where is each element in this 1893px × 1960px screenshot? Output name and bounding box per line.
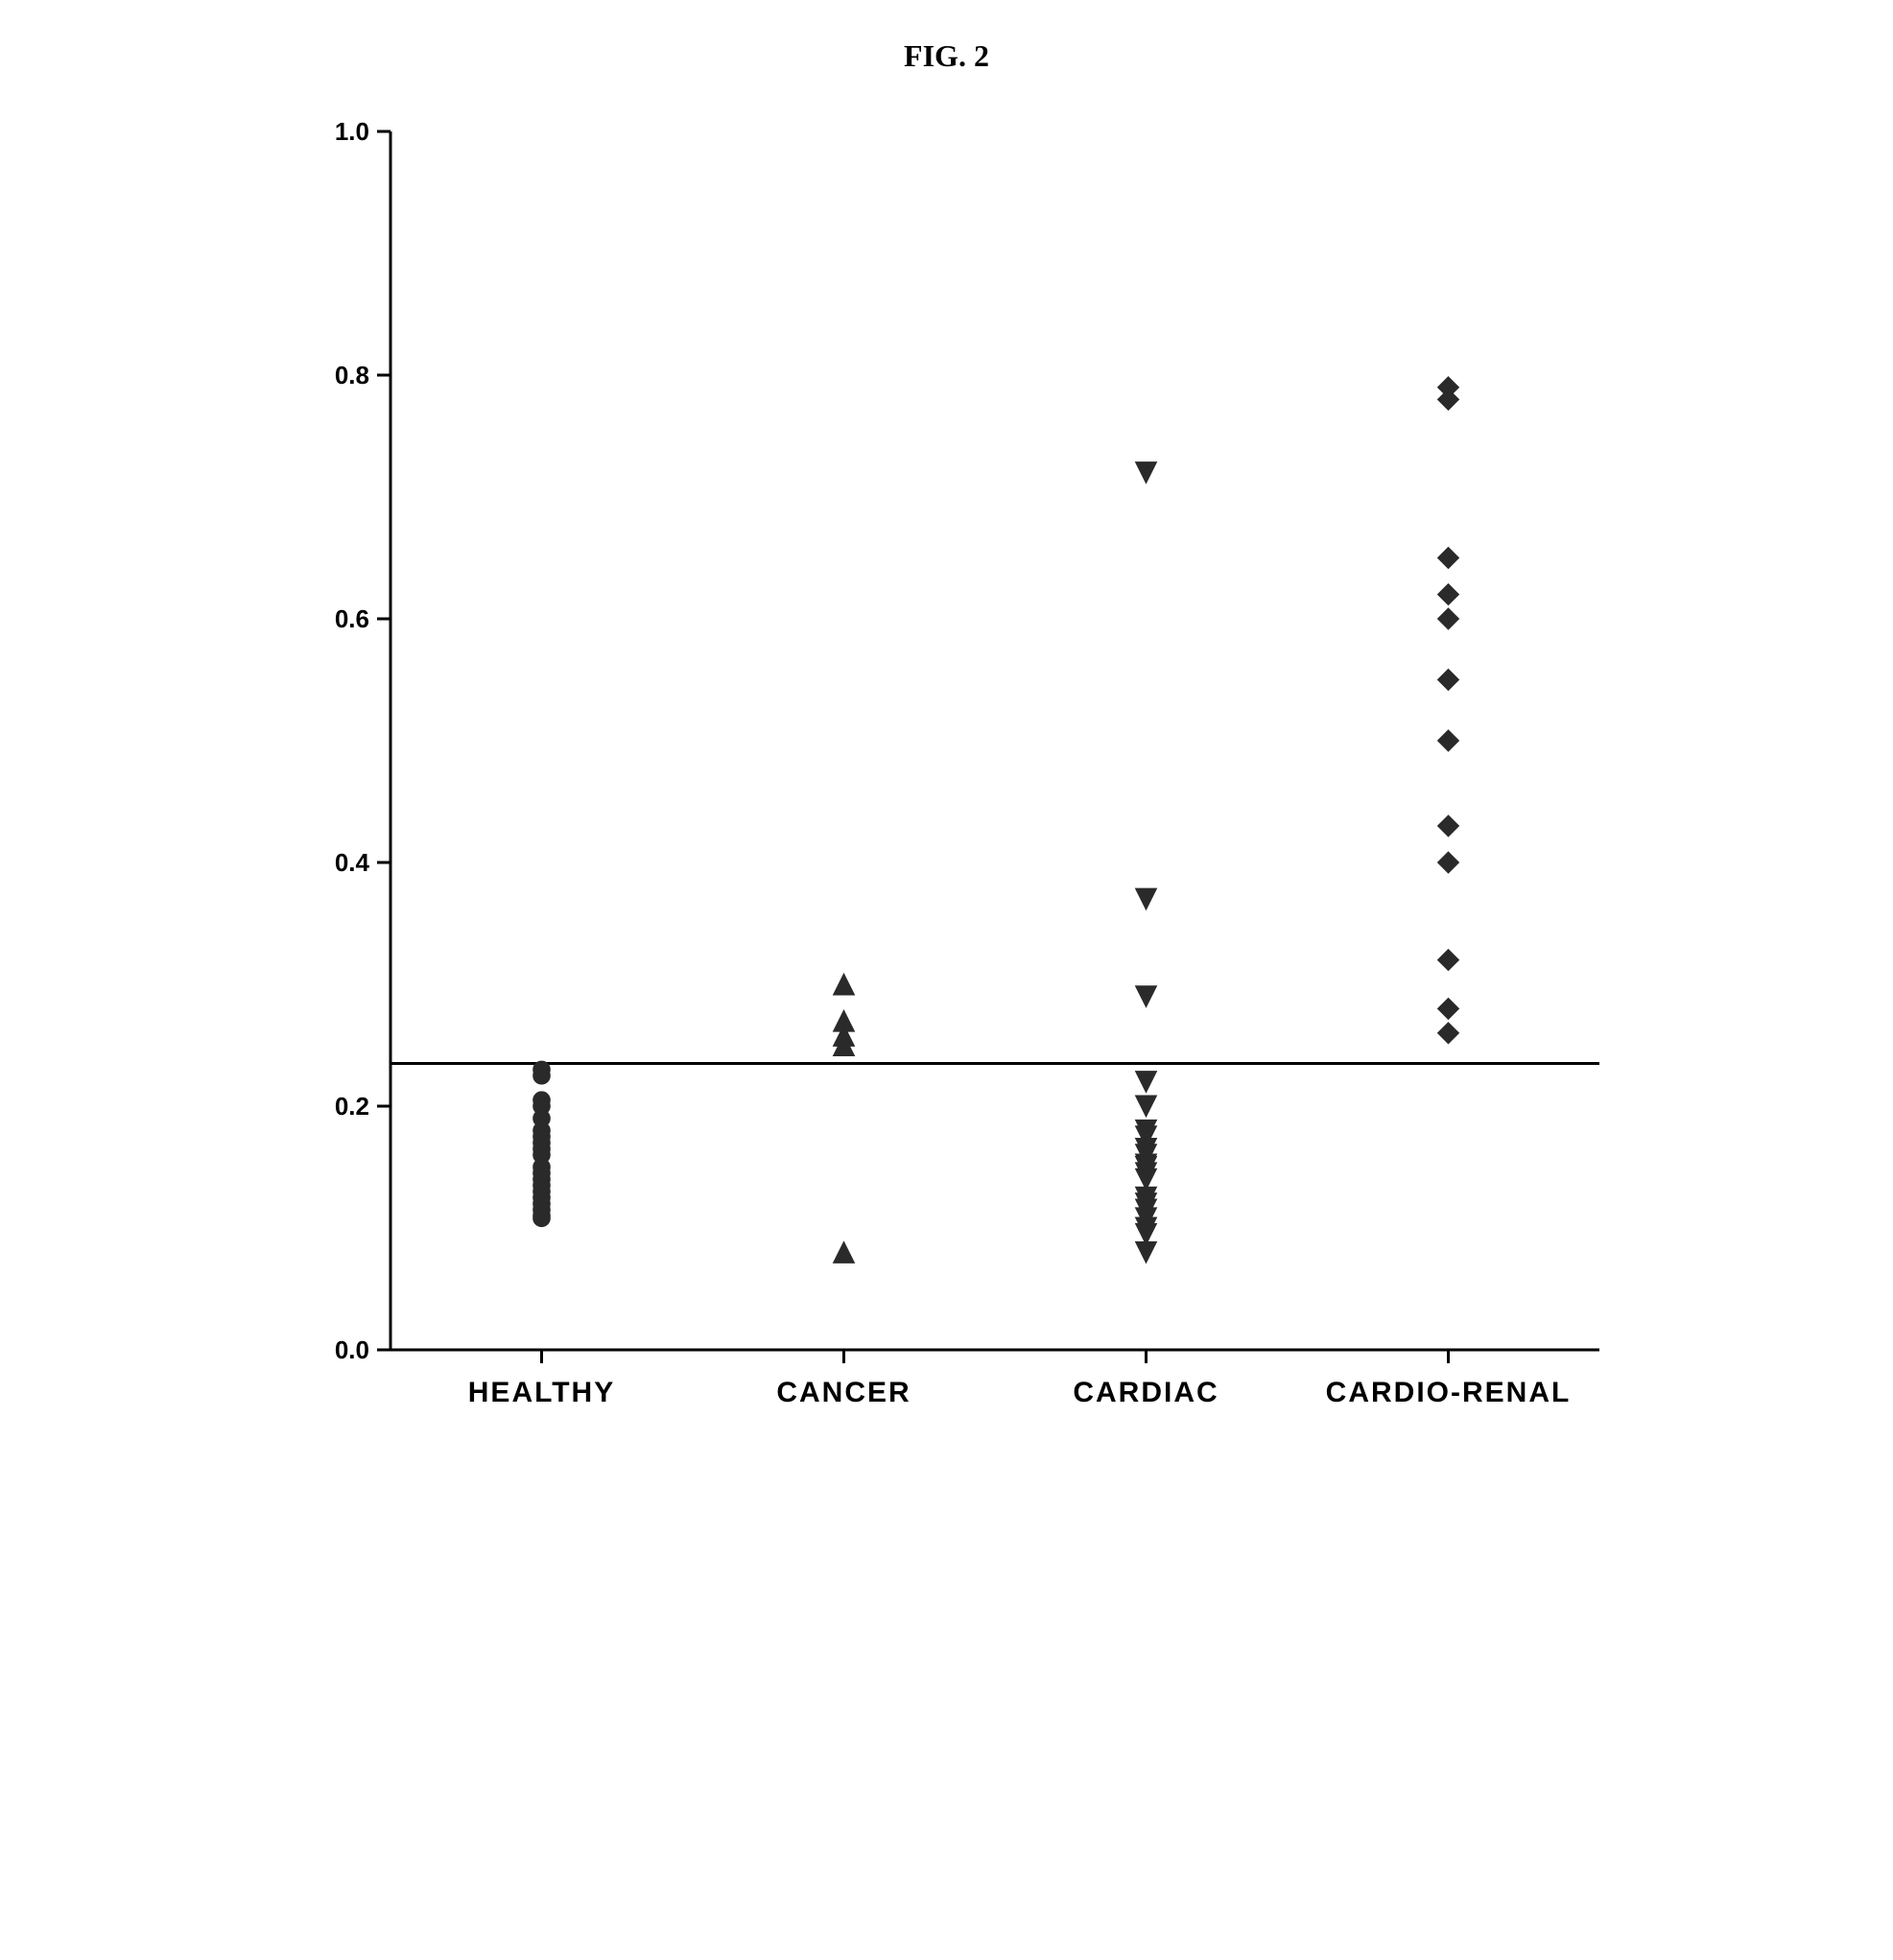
data-point (1135, 1072, 1156, 1093)
x-category-label: HEALTHY (467, 1377, 614, 1408)
data-point (532, 1067, 550, 1084)
data-point (1437, 1023, 1458, 1044)
y-tick-label: 1.0 (334, 117, 368, 146)
data-point (532, 1210, 550, 1227)
x-category-label: CANCER (776, 1377, 911, 1408)
y-tick-label: 0.4 (334, 848, 369, 877)
x-category-label: CARDIAC (1073, 1377, 1219, 1408)
data-point (1437, 815, 1458, 837)
data-point (1135, 986, 1156, 1007)
y-tick-label: 0.6 (334, 604, 368, 633)
data-point (1437, 584, 1458, 605)
scatter-chart: 0.0 0.2 0.4 0.6 0.8 1.0 HEALTHY CANCER CARDIAC CA… (275, 103, 1619, 1427)
data-point (1437, 852, 1458, 873)
data-point (833, 974, 854, 995)
figure-container: FIG. 2 0.0 0.2 0.4 0.6 0.8 1.0 HEALTHY CANCER CA… (275, 38, 1619, 1427)
data-point (1437, 608, 1458, 629)
data-point (1437, 548, 1458, 569)
data-point (833, 1241, 854, 1263)
data-point (1135, 462, 1156, 484)
data-point (1135, 1096, 1156, 1117)
data-point (1135, 888, 1156, 909)
chart-svg: 0.0 0.2 0.4 0.6 0.8 1.0 HEALTHY CANCER CARDIAC CA… (275, 103, 1619, 1427)
data-point (1135, 1241, 1156, 1263)
y-tick-label: 0.2 (334, 1092, 368, 1121)
data-point (1437, 950, 1458, 971)
x-category-label: CARDIO-RENAL (1325, 1377, 1571, 1408)
data-point (1437, 670, 1458, 691)
figure-title: FIG. 2 (275, 38, 1619, 74)
data-point (1437, 389, 1458, 410)
data-point (1437, 730, 1458, 751)
y-tick-label: 0.8 (334, 361, 368, 390)
data-point (1437, 998, 1458, 1019)
y-tick-label: 0.0 (334, 1335, 368, 1364)
